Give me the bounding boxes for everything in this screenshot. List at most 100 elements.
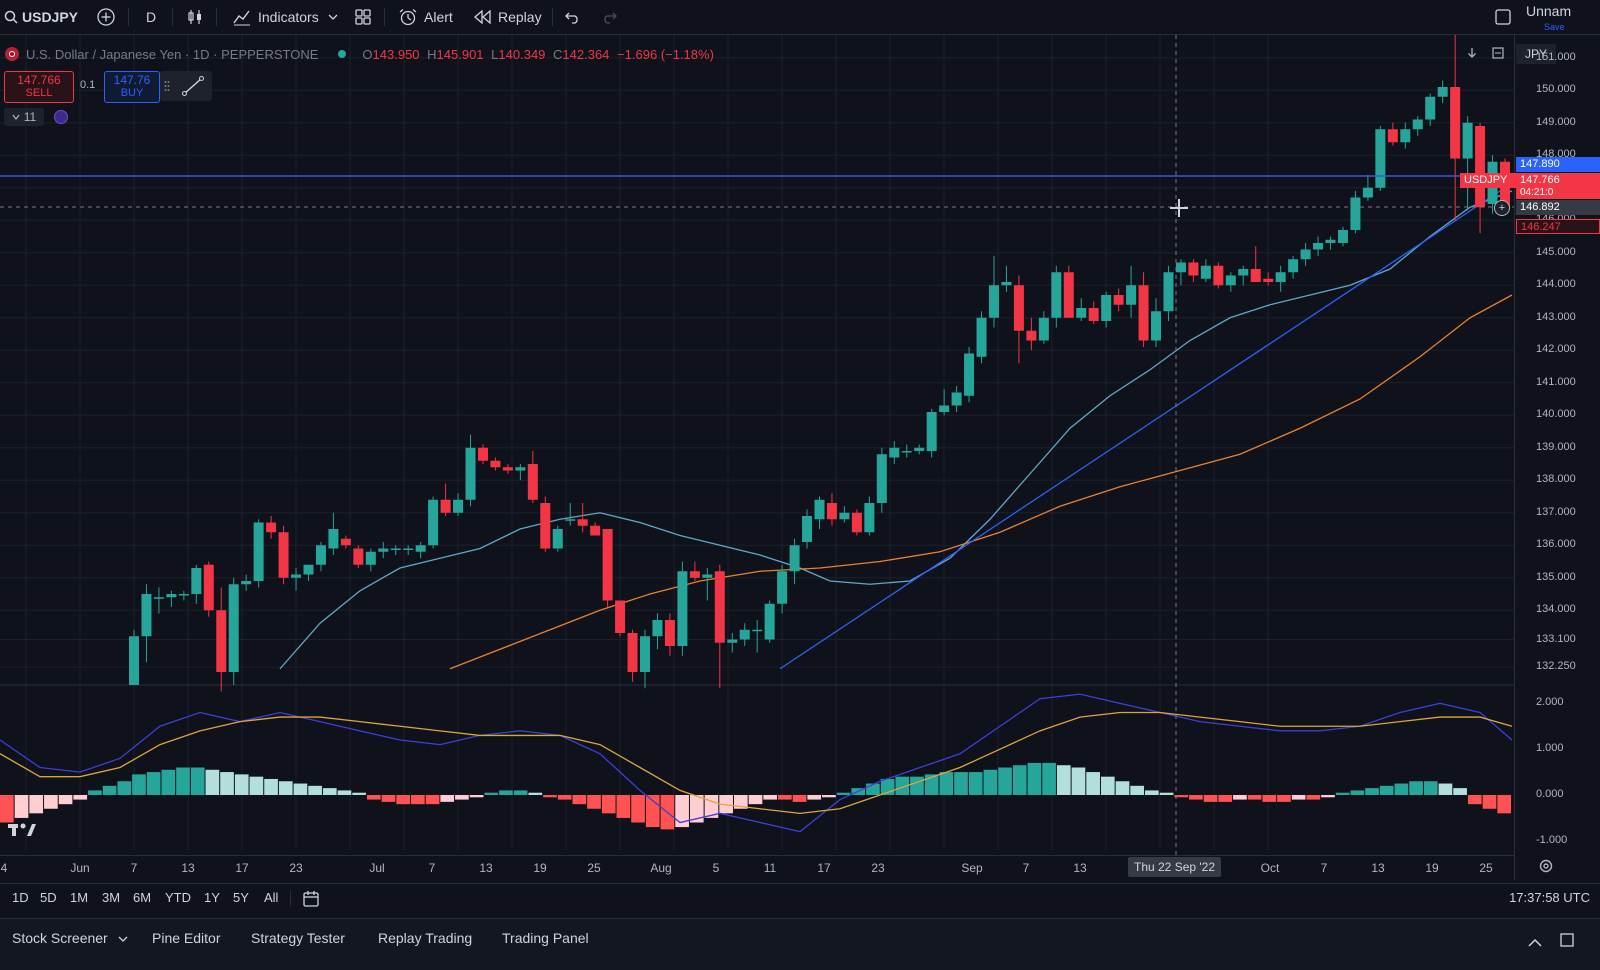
range-6m-button[interactable]: 6M [133,890,152,905]
crosshair-price-tag: 146.892 [1516,200,1600,215]
candle-body [241,581,252,585]
macd-histogram-bar [557,795,572,800]
trend-line-tool-button[interactable] [160,71,212,101]
macd-histogram-bar [1174,795,1189,798]
data-status-icon[interactable] [54,110,68,124]
price-axis-label: 136.000 [1536,538,1576,551]
tradingview-logo [8,820,42,844]
tab-trading-panel[interactable]: Trading Panel [502,930,589,946]
drag-handle-icon [164,80,170,92]
redo-button[interactable] [600,0,618,34]
quantity-value[interactable]: 0.1 [80,79,96,91]
candle-body [453,499,464,513]
save-label[interactable]: Save [1544,22,1565,32]
macd-histogram-bar [1438,783,1453,795]
candle-body [1188,262,1199,276]
candle-body [1200,265,1211,279]
macd-histogram-bar [689,795,704,823]
collapse-panel-button[interactable] [1528,935,1542,953]
grid-icon [354,8,372,26]
candle-body [802,516,813,542]
macd-histogram-bar [102,785,117,795]
alert-button[interactable]: Alert [398,0,453,34]
candle-body [228,584,239,672]
settings-gear-icon[interactable] [1538,858,1554,874]
chevron-down-icon [12,113,20,121]
macd-histogram-bar [205,769,220,795]
tab-replay-trading[interactable]: Replay Trading [378,930,473,946]
macd-histogram-bar [1365,788,1379,795]
replay-button[interactable]: Replay [474,0,542,34]
macd-histogram-bar [381,795,396,802]
indicators-dropdown[interactable] [328,0,338,34]
scroll-to-latest-button[interactable] [1462,44,1482,62]
time-axis-label: 13 [479,861,493,875]
undo-button[interactable] [564,0,582,34]
go-to-date-button[interactable] [302,890,320,913]
tab-pine-editor[interactable]: Pine Editor [152,930,221,946]
templates-button[interactable] [354,0,372,34]
sell-button[interactable]: 147.766 SELL [4,71,74,103]
range-5d-button[interactable]: 5D [40,890,57,905]
indicators-collapse-button[interactable]: 11 [4,108,44,126]
macd-histogram-bar [293,783,308,795]
candle-body [1437,87,1448,97]
candle [178,590,189,601]
candle-body [590,525,601,536]
undo-icon [564,10,582,24]
layout-menu-button[interactable] [1494,0,1512,34]
candle-body [939,405,950,412]
candle-body [1337,230,1348,243]
candle-body [465,447,476,500]
maximize-panel-button[interactable] [1560,933,1574,952]
macd-histogram-bar [778,795,792,800]
chart-legend[interactable]: U.S. Dollar / Japanese Yen · 1D · PEPPER… [4,44,714,64]
candle-body [826,503,837,520]
candle [453,493,464,516]
range-3m-button[interactable]: 3M [102,890,121,905]
range-all-button[interactable]: All [264,890,279,905]
add-alert-plus-icon[interactable]: + [1494,200,1510,216]
tab-strategy-tester[interactable]: Strategy Tester [251,930,345,946]
price-axis-label: 138.000 [1536,473,1576,486]
candle [1400,122,1411,149]
fullscreen-button[interactable] [1488,44,1508,62]
layout-name[interactable]: Unnam [1526,3,1572,19]
macd-histogram-bar [1159,792,1174,795]
range-1m-button[interactable]: 1M [70,890,89,905]
candle-body [1475,126,1486,208]
candle [490,457,501,471]
symbol-search-button[interactable]: USDJPY [4,0,78,34]
candle [216,587,227,692]
candle [428,496,439,549]
range-ytd-button[interactable]: YTD [165,890,191,905]
macd-histogram-bar [601,795,616,814]
candle [664,613,675,656]
candle [988,256,999,328]
chart-type-button[interactable] [186,0,204,34]
range-5y-button[interactable]: 5Y [233,890,249,905]
candle-body [1063,272,1074,318]
indicators-button[interactable]: Indicators [232,0,319,34]
time-axis-label: 7 [130,861,138,875]
macd-histogram-bar [161,769,176,795]
interval-button[interactable]: D [146,9,157,25]
macd-histogram-bar [1247,795,1262,800]
range-1y-button[interactable]: 1Y [204,890,220,905]
compare-button[interactable] [96,0,116,34]
candle [1101,291,1112,328]
candle-body [527,464,538,500]
macd-histogram-bar [425,795,440,805]
candle [565,503,576,526]
time-axis[interactable]: 4 Jun 7 13 17 23 Jul 7 13 19 25 Aug 5 11 17 23 Sep 7 13 Oct… [0,855,1514,880]
candle [1437,80,1448,104]
utc-clock[interactable]: 17:37:58 UTC [1509,890,1590,905]
macd-histogram-bar [1012,765,1027,795]
tab-stock-screener[interactable]: Stock Screener [12,930,128,946]
currency-button[interactable]: JPY [1516,44,1556,64]
buy-button[interactable]: 147.76 BUY [104,71,160,103]
range-1d-button[interactable]: 1D [12,890,29,905]
price-axis-label: 143.000 [1536,310,1576,323]
chart-area[interactable] [0,35,1514,855]
candle [340,535,351,549]
